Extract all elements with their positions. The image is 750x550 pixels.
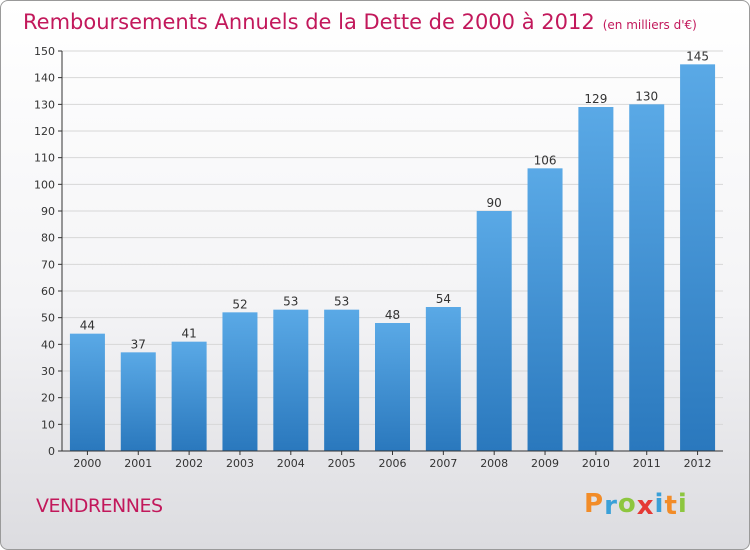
chart-unit: (en milliers d'€) (602, 18, 697, 32)
y-tick-label: 0 (48, 445, 55, 458)
logo-letter: r (604, 491, 618, 521)
x-tick-label: 2007 (429, 457, 457, 470)
x-tick-label: 2006 (379, 457, 407, 470)
logo-letter: t (664, 491, 678, 521)
y-tick-label: 110 (34, 152, 55, 165)
x-tick-label: 2001 (124, 457, 152, 470)
bar-value-label: 130 (635, 89, 658, 103)
bar (273, 309, 309, 451)
chart-title-text: Remboursements Annuels de la Dette de 20… (23, 10, 595, 34)
x-tick-label: 2004 (277, 457, 305, 470)
bar (171, 341, 207, 451)
bar (578, 107, 614, 451)
y-tick-label: 150 (34, 45, 55, 58)
y-tick-label: 100 (34, 178, 55, 191)
y-tick-label: 130 (34, 98, 55, 111)
y-tick-label: 20 (41, 392, 55, 405)
bar-value-label: 106 (534, 153, 557, 167)
y-tick-label: 120 (34, 125, 55, 138)
bar-value-label: 48 (385, 308, 400, 322)
x-tick-label: 2005 (328, 457, 356, 470)
y-tick-label: 40 (41, 338, 55, 351)
y-tick-label: 60 (41, 285, 55, 298)
logo-letter: o (617, 489, 637, 519)
bar-value-label: 53 (283, 295, 298, 309)
x-tick-label: 2000 (73, 457, 101, 470)
x-axis-ticks: 2000 2001 2002 2003 2004 2005 2006 2007 2008 2009… (73, 451, 712, 470)
bar-value-label: 54 (436, 292, 451, 306)
bar-value-label: 53 (334, 295, 349, 309)
bar (375, 323, 410, 451)
bar-value-label: 52 (232, 297, 247, 311)
x-tick-label: 2010 (582, 457, 610, 470)
x-tick-label: 2012 (684, 457, 712, 470)
bar (120, 352, 156, 451)
bar-value-label: 90 (487, 196, 502, 210)
chart-title: Remboursements Annuels de la Dette de 20… (23, 10, 697, 34)
bar (425, 307, 461, 451)
logo-letter: P (584, 489, 605, 519)
logo-letter: x (636, 491, 655, 521)
bar (69, 333, 105, 451)
bar (629, 104, 665, 451)
y-tick-label: 50 (41, 312, 55, 325)
y-tick-label: 70 (41, 258, 55, 271)
x-tick-label: 2008 (480, 457, 508, 470)
bar (680, 64, 716, 452)
bar (324, 309, 360, 451)
bars: 44 37 41 52 53 53 48 54 90 106 129 130 145 (69, 49, 716, 452)
bar (222, 312, 258, 451)
y-tick-label: 90 (41, 205, 55, 218)
bar-value-label: 129 (584, 92, 607, 106)
y-tick-label: 80 (41, 232, 55, 245)
x-tick-label: 2011 (633, 457, 661, 470)
logo-letter: i (654, 489, 665, 519)
bar-value-label: 41 (181, 327, 196, 341)
logo-letter: i (677, 489, 688, 519)
x-tick-label: 2002 (175, 457, 203, 470)
proxiti-logo: Proxiti (584, 489, 688, 521)
bar-value-label: 37 (131, 337, 146, 351)
bar-value-label: 145 (686, 49, 709, 63)
y-axis-ticks: 0 10 20 30 40 50 60 70 80 90 100 110 120 130 140 150 (34, 45, 62, 458)
bar (527, 168, 563, 452)
y-tick-label: 30 (41, 365, 55, 378)
commune-name: VENDRENNES (36, 495, 163, 517)
bar-value-label: 44 (80, 319, 95, 333)
bar (476, 211, 512, 451)
x-tick-label: 2009 (531, 457, 559, 470)
x-tick-label: 2003 (226, 457, 254, 470)
y-tick-label: 140 (34, 72, 55, 85)
y-tick-label: 10 (41, 418, 55, 431)
